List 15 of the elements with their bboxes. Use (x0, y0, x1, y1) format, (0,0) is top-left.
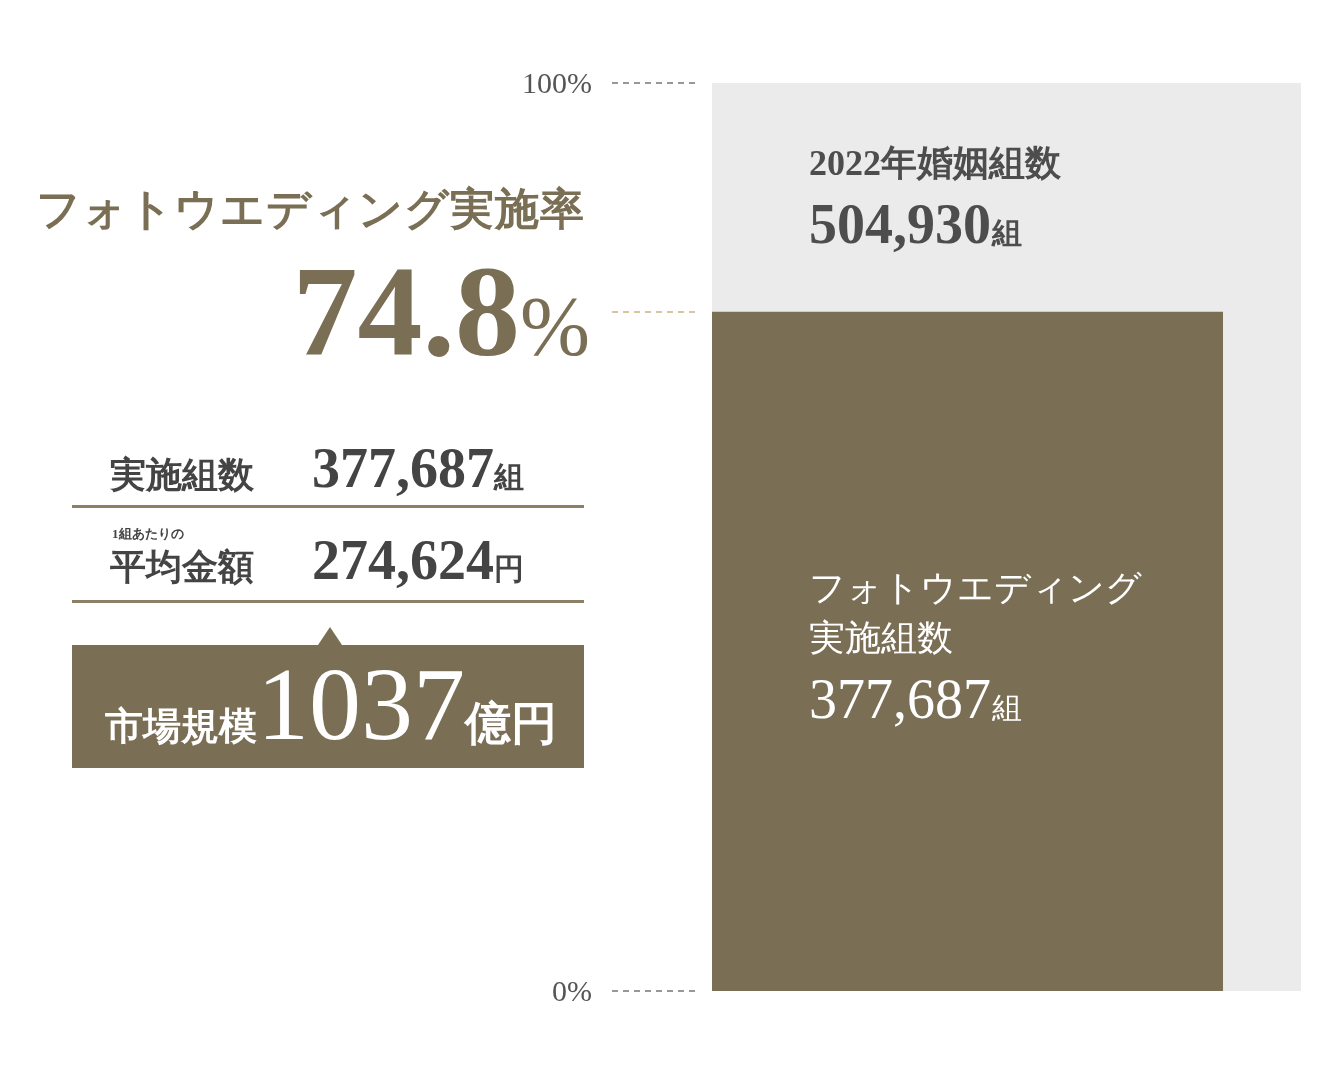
annotation: 1037億円 (257, 646, 557, 761)
series-label: 2022年婚姻組数 (809, 143, 1063, 184)
y-tick-label: 100% (522, 65, 592, 99)
annotation: 504,930組 (809, 193, 1023, 256)
text: 市場規模 (105, 705, 257, 747)
series-label: フォトウエディング実施組数 (809, 567, 1143, 658)
text: 274,624円 (312, 529, 524, 591)
text: フォトウエディング実施率 (35, 185, 585, 234)
text: 実施組数 (110, 455, 255, 495)
text: 平均金額 (110, 547, 255, 587)
y-tick-label: 0% (552, 973, 592, 1007)
annotation: 74.8% (292, 239, 590, 383)
annotation: 377,687組 (809, 667, 1023, 730)
text: 377,687組 (312, 437, 524, 499)
text: 1組あたりの (112, 526, 184, 541)
